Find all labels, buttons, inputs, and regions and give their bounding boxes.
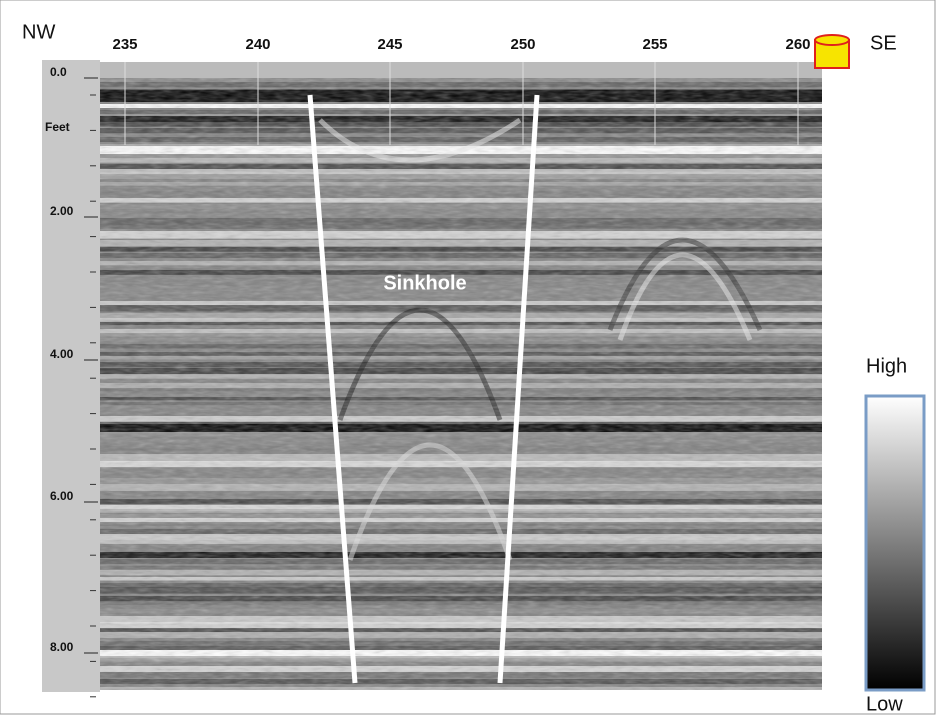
depth-unit: Feet — [45, 120, 70, 134]
distance-tick-label: 240 — [245, 36, 270, 53]
direction-label: SE — [870, 32, 897, 54]
depth-tick-label: 2.00 — [50, 204, 74, 218]
depth-tick-label: 6.00 — [50, 489, 74, 503]
color-scale — [864, 394, 926, 692]
depth-strip — [42, 60, 100, 692]
direction-label: NW — [22, 21, 55, 43]
feature-label: Sinkhole — [383, 272, 466, 294]
scale-label: Low — [866, 693, 903, 715]
depth-tick-label: 8.00 — [50, 640, 74, 654]
depth-tick-label: 4.00 — [50, 347, 74, 361]
scale-label: High — [866, 355, 907, 377]
depth-tick-label: 0.0 — [50, 65, 67, 79]
distance-tick-label: 245 — [377, 36, 402, 53]
radargram — [100, 62, 822, 690]
distance-tick-label: 235 — [112, 36, 137, 53]
distance-tick-label: 250 — [510, 36, 535, 53]
distance-tick-label: 255 — [642, 36, 667, 53]
distance-tick-label: 260 — [785, 36, 810, 53]
antenna-icon — [814, 34, 850, 69]
